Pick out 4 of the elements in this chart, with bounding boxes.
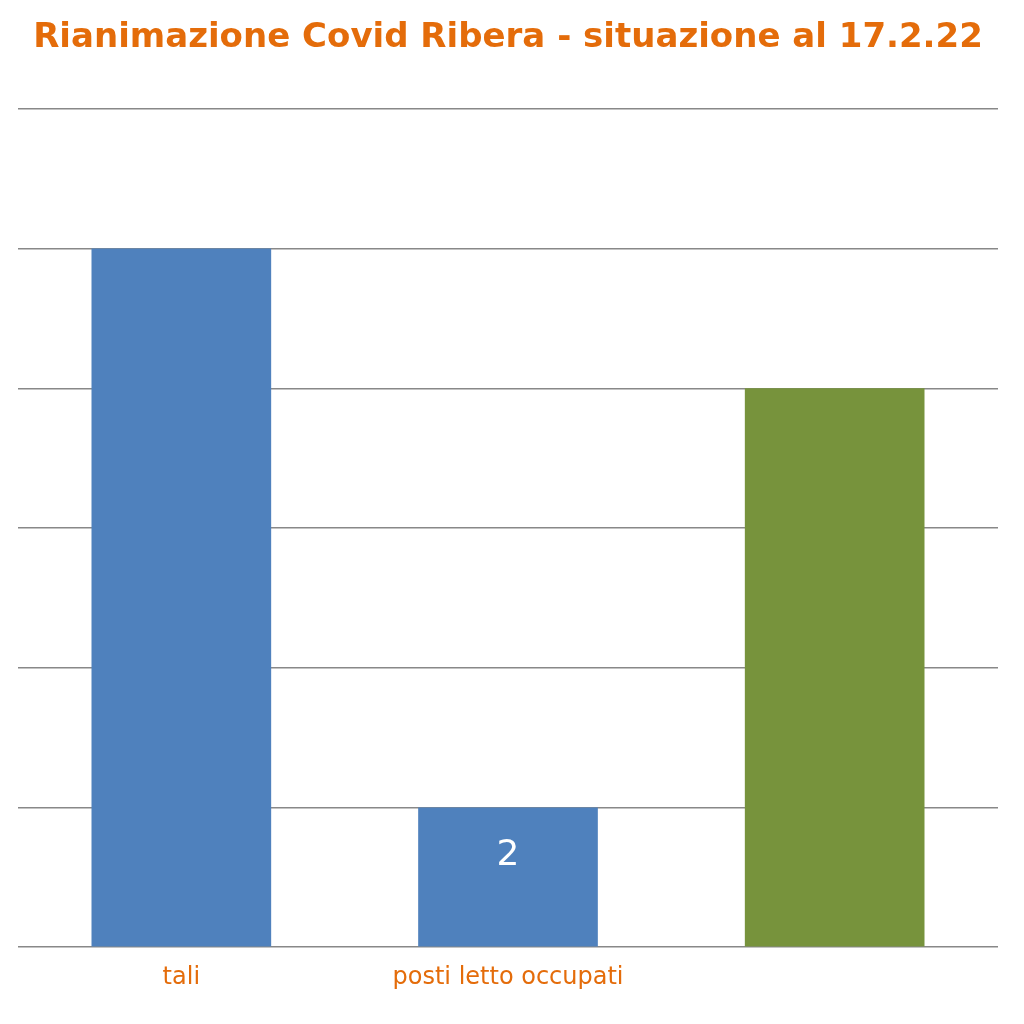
data-label: 2 (496, 831, 520, 873)
x-tick-label: tali (162, 961, 201, 990)
x-tick-label: posti letto occupati (392, 961, 624, 990)
chart-title: Rianimazione Covid Ribera - situazione al 17.2.22 (33, 15, 983, 56)
